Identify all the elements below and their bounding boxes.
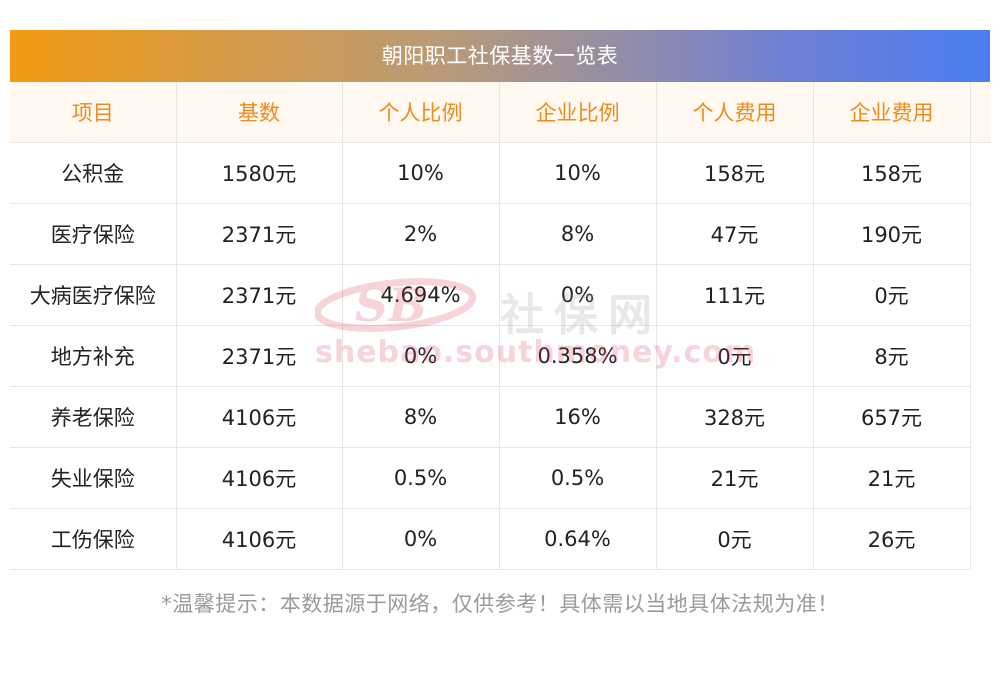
cell-company-cost: 0元 (812, 264, 971, 326)
table-row: 医疗保险 2371元 2% 8% 47元 190元 (10, 203, 991, 265)
cell-personal-rate: 0% (341, 325, 500, 387)
cell-personal-rate: 0% (341, 508, 500, 570)
cell-base: 4106元 (175, 447, 343, 509)
cell-item: 养老保险 (10, 386, 177, 448)
cell-company-cost: 21元 (812, 447, 971, 509)
cell-company-rate: 0.358% (498, 325, 657, 387)
cell-personal-rate: 10% (341, 142, 500, 204)
cell-item: 失业保险 (10, 447, 177, 509)
column-header-item: 项目 (10, 82, 177, 143)
cell-base: 2371元 (175, 264, 343, 326)
table-row: 养老保险 4106元 8% 16% 328元 657元 (10, 386, 991, 448)
cell-company-rate: 0% (498, 264, 657, 326)
table-title: 朝阳职工社保基数一览表 (10, 30, 990, 82)
column-header-company-cost: 企业费用 (812, 82, 971, 143)
cell-base: 4106元 (175, 508, 343, 570)
cell-personal-cost: 21元 (655, 447, 814, 509)
cell-personal-cost: 0元 (655, 325, 814, 387)
cell-company-rate: 8% (498, 203, 657, 265)
table-row: 工伤保险 4106元 0% 0.64% 0元 26元 (10, 508, 991, 570)
cell-company-cost: 657元 (812, 386, 971, 448)
cell-item: 工伤保险 (10, 508, 177, 570)
header-spacer (969, 82, 991, 143)
column-header-personal-cost: 个人费用 (655, 82, 814, 143)
cell-company-cost: 26元 (812, 508, 971, 570)
cell-personal-cost: 47元 (655, 203, 814, 265)
table-row: 大病医疗保险 2371元 4.694% 0% 111元 0元 (10, 264, 991, 326)
cell-company-cost: 158元 (812, 142, 971, 204)
column-header-company-rate: 企业比例 (498, 82, 657, 143)
social-security-table: 项目 基数 个人比例 企业比例 个人费用 企业费用 公积金 1580元 10% … (10, 82, 991, 570)
column-header-personal-rate: 个人比例 (341, 82, 500, 143)
cell-personal-rate: 2% (341, 203, 500, 265)
cell-personal-cost: 0元 (655, 508, 814, 570)
cell-item: 公积金 (10, 142, 177, 204)
cell-personal-rate: 8% (341, 386, 500, 448)
cell-personal-cost: 328元 (655, 386, 814, 448)
cell-item: 大病医疗保险 (10, 264, 177, 326)
table-row: 地方补充 2371元 0% 0.358% 0元 8元 (10, 325, 991, 387)
cell-company-cost: 8元 (812, 325, 971, 387)
cell-personal-rate: 0.5% (341, 447, 500, 509)
cell-base: 1580元 (175, 142, 343, 204)
footnote: *温馨提示：本数据源于网络，仅供参考！具体需以当地具体法规为准！ (161, 592, 839, 616)
header-row: 项目 基数 个人比例 企业比例 个人费用 企业费用 (10, 82, 991, 143)
cell-item: 医疗保险 (10, 203, 177, 265)
cell-company-rate: 16% (498, 386, 657, 448)
cell-personal-cost: 158元 (655, 142, 814, 204)
cell-company-rate: 10% (498, 142, 657, 204)
cell-personal-rate: 4.694% (341, 264, 500, 326)
column-header-base: 基数 (175, 82, 343, 143)
cell-company-rate: 0.5% (498, 447, 657, 509)
cell-personal-cost: 111元 (655, 264, 814, 326)
cell-company-rate: 0.64% (498, 508, 657, 570)
cell-base: 4106元 (175, 386, 343, 448)
cell-base: 2371元 (175, 203, 343, 265)
table-row: 公积金 1580元 10% 10% 158元 158元 (10, 142, 991, 204)
table-row: 失业保险 4106元 0.5% 0.5% 21元 21元 (10, 447, 991, 509)
cell-item: 地方补充 (10, 325, 177, 387)
cell-company-cost: 190元 (812, 203, 971, 265)
cell-base: 2371元 (175, 325, 343, 387)
